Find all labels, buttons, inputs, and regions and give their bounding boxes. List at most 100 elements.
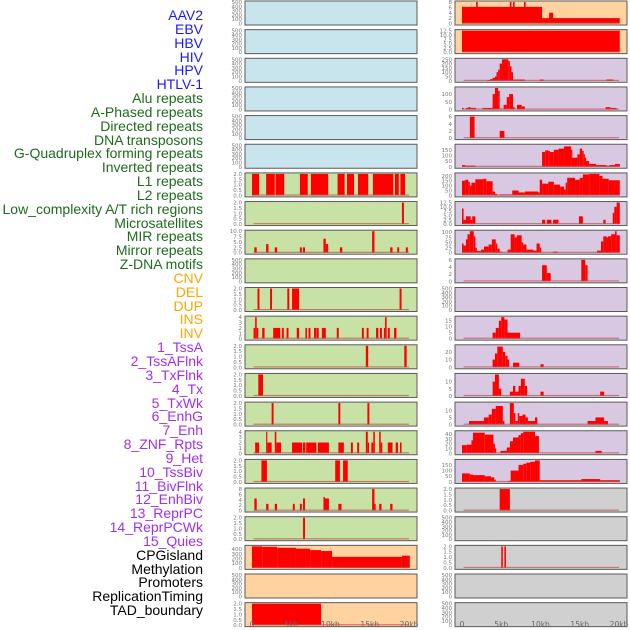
data-bar [254,498,257,511]
data-bar [314,327,316,339]
data-bar [387,442,393,454]
y-tick-label: 200 [442,62,453,68]
data-bar [571,157,578,167]
data-bar [397,247,400,253]
data-bar [387,327,390,339]
data-bar [542,18,620,24]
data-bar [379,503,382,511]
data-bar [255,442,260,454]
y-tick-label: 1.5 [443,550,452,556]
data-bar [600,391,605,396]
data-bar [401,555,410,568]
y-tick-label: 2.5 [443,218,452,224]
baseline [253,366,409,368]
data-bar [401,202,404,225]
data-bar [524,191,539,196]
y-tick-label: 100 [232,17,243,23]
data-bar [616,235,620,253]
baseline [463,223,619,225]
data-bar [262,327,265,339]
y-tick-label: 10 [445,446,452,452]
data-bar [380,442,383,454]
data-bar [472,216,476,225]
data-bar [281,327,284,339]
y-tick-label: 100 [442,230,453,236]
y-tick-label: 2.0 [233,287,242,293]
y-tick-label: 100 [232,103,243,109]
y-tick-label: 50 [445,100,452,106]
data-bar [498,388,502,396]
y-tick-label: 100 [232,160,243,166]
data-bar [521,106,525,110]
y-tick-label: 20 [445,350,452,356]
data-bar [277,547,296,568]
data-bar [509,441,514,454]
y-tick-label: 0 [449,136,453,142]
data-bar [502,59,509,81]
y-tick-label: 0 [449,394,453,400]
baseline [463,337,619,339]
data-bar [513,107,515,110]
data-bar [466,444,472,454]
data-bar [337,173,345,196]
y-tick-label: 400 [232,577,243,583]
data-bar [520,378,525,396]
data-bar [546,219,552,225]
data-bar [589,173,600,196]
data-bar [595,417,605,425]
data-bar [504,546,506,568]
data-bar [484,476,492,482]
data-bar [266,173,275,196]
y-tick-label: 0 [239,136,243,142]
x-tick-label: 5kb [284,620,298,629]
data-bar [507,359,510,368]
data-bar [338,442,344,454]
y-tick-label: 100 [232,46,243,52]
panel-background [454,573,628,599]
data-bar [292,288,300,310]
baseline [463,79,619,81]
x-tick-label: 15kb [360,620,379,629]
y-tick-label: 0 [449,537,453,543]
y-tick-label: 0.5 [443,503,452,509]
data-bar [253,327,256,339]
y-tick-label: 100 [232,275,243,281]
baseline [463,108,619,110]
data-bar [518,464,524,482]
x-tick-label: 15kb [570,620,589,629]
data-bar [606,237,609,253]
data-bar [373,431,375,454]
y-tick-label: 100 [442,92,453,98]
data-bar [530,461,536,482]
track-label: Inverted repeats [101,159,203,176]
data-bar [399,288,402,310]
y-tick-label: 10 [445,358,452,364]
data-bar [372,489,375,511]
data-bar [317,442,329,454]
data-bar [498,91,500,110]
data-bar [494,479,496,482]
y-tick-label: 7.5 [443,37,452,43]
data-bar [261,460,267,482]
data-bar [565,182,568,196]
data-bar [404,345,407,368]
baseline [253,509,409,511]
data-bar [488,414,492,425]
y-tick-label: 300 [232,95,243,101]
data-bar [507,332,521,339]
y-tick-label: 0 [239,595,243,601]
data-bar [308,327,311,339]
y-tick-label: 0 [239,107,243,113]
data-bar [371,442,374,454]
data-bar [385,317,387,339]
data-bar [548,181,554,196]
data-bar [501,317,505,339]
data-bar [323,238,326,253]
panel-background [244,86,418,112]
data-bar [491,477,495,482]
data-bar [303,498,305,511]
data-bar [509,391,514,396]
data-bar [468,107,471,110]
data-bar [506,447,510,454]
baseline [253,309,409,311]
